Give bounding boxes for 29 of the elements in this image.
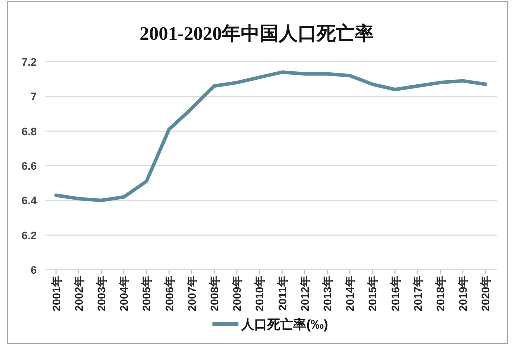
x-tick-label: 2004年: [118, 276, 132, 312]
x-tick-label: 2002年: [72, 276, 86, 312]
x-tick-label: 2017年: [412, 276, 425, 312]
x-tick-label: 2001年: [50, 276, 64, 312]
x-tick-label: 2013年: [322, 276, 334, 312]
y-tick-label: 6.6: [22, 161, 37, 173]
x-tick-label: 2020年: [480, 276, 493, 312]
x-tick-label: 2007年: [186, 276, 199, 312]
x-tick-label: 2009年: [231, 276, 244, 312]
x-tick-label: 2018年: [434, 276, 448, 312]
y-tick-label: 6.2: [22, 230, 37, 242]
chart-title: 2001-2020年中国人口死亡率: [140, 23, 374, 45]
x-tick-label: 2005年: [140, 276, 154, 312]
y-tick-label: 7.2: [22, 57, 37, 69]
y-tick-label: 6.8: [22, 126, 37, 138]
x-tick-label: 2014年: [344, 276, 358, 312]
x-tick-label: 2008年: [208, 276, 222, 312]
x-tick-label: 2012年: [298, 276, 312, 312]
y-tick-label: 6: [30, 265, 37, 277]
y-tick-label: 7: [30, 92, 37, 104]
legend-label: 人口死亡率(‰): [240, 317, 328, 332]
x-tick-label: 2016年: [389, 276, 402, 312]
x-tick-label: 2019年: [457, 276, 470, 312]
x-tick-label: 2015年: [366, 276, 380, 312]
x-tick-label: 2006年: [163, 276, 176, 312]
x-tick-label: 2011年: [276, 276, 290, 311]
x-tick-label: 2003年: [96, 276, 108, 312]
y-tick-label: 6.4: [22, 196, 38, 208]
x-tick-label: 2010年: [254, 276, 267, 312]
